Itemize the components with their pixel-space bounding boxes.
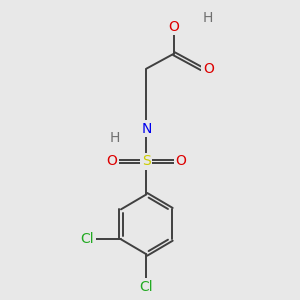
Text: O: O (106, 154, 117, 169)
Text: S: S (142, 154, 151, 169)
Text: N: N (141, 122, 152, 136)
Text: O: O (169, 20, 179, 34)
Text: Cl: Cl (80, 232, 94, 246)
Text: O: O (203, 61, 214, 76)
Text: O: O (176, 154, 186, 169)
Text: H: H (110, 130, 120, 145)
Text: Cl: Cl (140, 280, 153, 294)
Text: H: H (203, 11, 213, 25)
